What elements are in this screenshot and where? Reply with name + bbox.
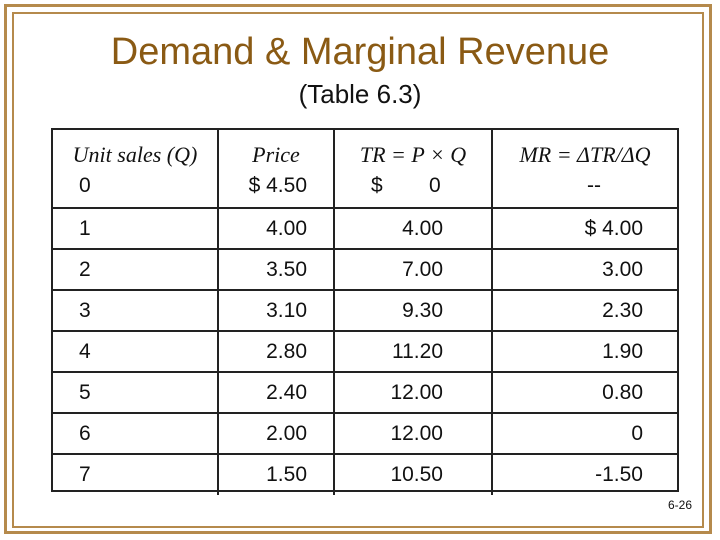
- slide-subtitle: (Table 6.3): [298, 79, 422, 109]
- cell-mr: --: [587, 174, 601, 197]
- table-row: 0 $ 4.50 $ 0 --: [53, 170, 677, 208]
- cell-tr: 11.20: [334, 330, 493, 372]
- table-row: 2 3.50 7.00 3.00: [53, 248, 677, 290]
- cell-mr: 2.30: [492, 289, 677, 331]
- cell-tr: 12.00: [334, 412, 493, 454]
- cell-tr: $ 0: [334, 170, 493, 208]
- table-row: 4 2.80 11.20 1.90: [53, 330, 677, 372]
- cell-q: 4: [53, 330, 219, 372]
- cell-q: 3: [53, 289, 219, 331]
- table-row: 1 4.00 4.00 $ 4.00: [53, 207, 677, 249]
- slide-number: 6-26: [667, 498, 692, 512]
- header-total-revenue: TR = P × Q: [334, 130, 493, 170]
- header-marginal-revenue: MR = ΔTR/ΔQ: [519, 142, 651, 167]
- cell-price: 3.10: [218, 289, 335, 331]
- cell-q: 1: [53, 207, 219, 249]
- cell-q: 7: [53, 453, 219, 495]
- cell-q: 5: [53, 371, 219, 413]
- cell-mr: -1.50: [492, 453, 677, 495]
- cell-price: 2.80: [218, 330, 335, 372]
- demand-table-grid: Unit sales (Q) Price TR = P × Q MR = ΔTR…: [53, 130, 677, 495]
- cell-tr-dollar: $: [371, 174, 383, 197]
- cell-mr: $ 4.00: [492, 207, 677, 249]
- cell-price: 4.00: [218, 207, 335, 249]
- table-row: 6 2.00 12.00 0: [53, 412, 677, 454]
- cell-tr: 9.30: [334, 289, 493, 331]
- cell-q: 0: [53, 170, 219, 208]
- cell-mr: 1.90: [492, 330, 677, 372]
- table-header-row: Unit sales (Q) Price TR = P × Q MR = ΔTR…: [53, 130, 677, 170]
- demand-table: Unit sales (Q) Price TR = P × Q MR = ΔTR…: [51, 128, 679, 495]
- cell-tr: 12.00: [334, 371, 493, 413]
- table-row: 7 1.50 10.50 -1.50: [53, 453, 677, 495]
- cell-price: $ 4.50: [218, 170, 335, 208]
- cell-q: 2: [53, 248, 219, 290]
- cell-tr-value: 0: [429, 174, 441, 197]
- header-unit-sales: Unit sales (Q): [53, 130, 219, 170]
- slide-title: Demand & Marginal Revenue: [110, 31, 610, 73]
- cell-price: 2.40: [218, 371, 335, 413]
- table-row: 3 3.10 9.30 2.30: [53, 289, 677, 331]
- cell-tr: 7.00: [334, 248, 493, 290]
- slide-frame-inner: [12, 12, 704, 528]
- cell-mr: 3.00: [492, 248, 677, 290]
- table-row: 5 2.40 12.00 0.80: [53, 371, 677, 413]
- cell-price: 1.50: [218, 453, 335, 495]
- cell-mr: 0.80: [492, 371, 677, 413]
- cell-mr: 0: [492, 412, 677, 454]
- cell-tr: 10.50: [334, 453, 493, 495]
- cell-price: 2.00: [218, 412, 335, 454]
- slide-frame-outer: [4, 4, 712, 534]
- cell-price: 3.50: [218, 248, 335, 290]
- header-price: Price: [218, 130, 335, 170]
- cell-tr: 4.00: [334, 207, 493, 249]
- cell-q: 6: [53, 412, 219, 454]
